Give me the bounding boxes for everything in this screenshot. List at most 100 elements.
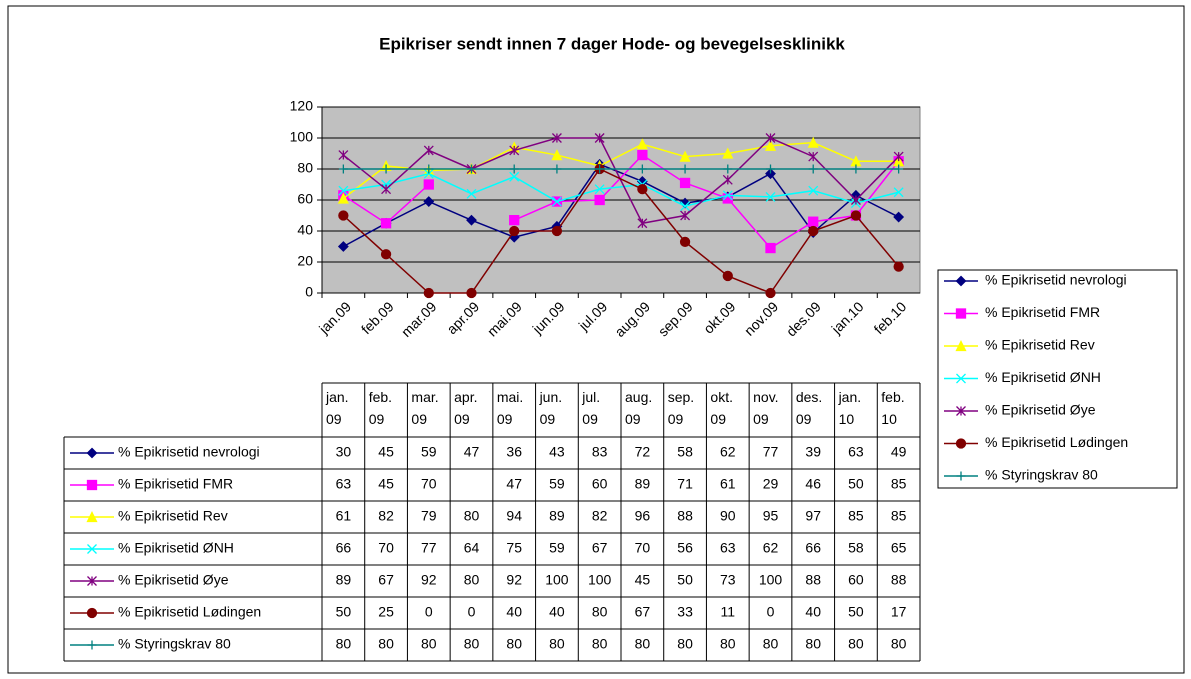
data-point [893,261,904,272]
table-cell: 80 [805,636,821,652]
data-point [595,164,605,174]
table-cell: 50 [336,604,352,620]
legend-label: % Epikrisetid Lødingen [985,434,1128,450]
data-point [893,211,905,223]
table-header-part: 09 [582,411,598,427]
table-row-label: % Styringskrav 80 [118,636,231,652]
table-cell: 43 [549,444,565,460]
data-point [808,151,819,162]
data-point [423,179,434,190]
table-cell: 17 [891,604,907,620]
data-point [808,216,819,227]
table-header: jan. 10 [838,389,862,427]
table-header-part: feb. [881,389,904,405]
legend-marker [955,275,967,287]
data-point [466,287,477,299]
data-point [551,225,563,237]
data-point [380,218,392,229]
table-cell: 63 [848,444,864,460]
table-cell: 100 [545,572,569,588]
table-cell: 70 [378,540,394,556]
data-point [423,287,434,299]
table-header: okt. 09 [710,389,733,427]
table-header-part: 09 [753,411,769,427]
table-cell: 40 [805,604,821,620]
series-line [342,163,899,248]
table-cell: 82 [592,508,608,524]
table-cell: 67 [635,604,651,620]
table-cell: 82 [378,508,394,524]
table-cell: 56 [677,540,693,556]
table-header-part: jul. [581,389,600,405]
table-cell: 88 [677,508,693,524]
series-line [342,137,900,225]
data-point [423,168,434,179]
table-cell: 45 [635,572,651,588]
table-header-part: aug. [625,389,652,405]
legend-label: % Epikrisetid Øye [985,402,1096,418]
table-cell: 85 [848,508,864,524]
table-cell: 89 [549,508,565,524]
table-header: aug. 09 [625,389,652,427]
table-header-part: jan. [325,389,349,405]
data-point [551,149,563,161]
table-cell: 75 [506,540,522,556]
table-cell: 70 [421,476,437,492]
data-point [509,145,520,156]
table-cell: 80 [378,636,394,652]
data-point [509,171,520,182]
y-tick-label: 0 [305,284,313,300]
table-cell: 90 [720,508,736,524]
table-cell: 80 [464,508,480,524]
data-point [765,191,776,202]
data-point [764,139,777,151]
table-cell: 100 [588,572,612,588]
table-header-part: jun. [539,389,563,405]
data-point [894,164,904,174]
data-point [467,164,476,174]
table-header-part: mar. [411,389,438,405]
data-point [637,149,648,161]
table-header: feb. 10 [881,389,904,427]
data-point [850,195,861,205]
table-cell: 70 [635,540,651,556]
data-point [551,196,562,207]
data-point [765,168,776,180]
data-point [766,164,775,174]
table-cell: 96 [635,508,651,524]
data-point [636,138,648,150]
table-header-part: 09 [411,411,427,427]
table-header-part: des. [796,389,822,405]
table-cell: 80 [464,572,480,588]
table-cell: 61 [336,508,352,524]
table-key-marker [87,576,97,586]
table-header-part: jan. [838,389,862,405]
table-header: jan. 09 [325,389,349,427]
table-cell: 59 [421,444,437,460]
data-point [808,225,819,237]
table-row-label: % Epikrisetid ØNH [118,540,234,556]
data-point [509,214,520,226]
data-point [808,185,819,196]
data-point [509,225,520,237]
data-point [380,249,392,260]
table-cell: 62 [720,444,736,460]
table-cell: 45 [378,444,394,460]
table-cell: 40 [506,604,522,620]
data-point [637,218,648,229]
data-point [551,133,562,143]
table-key-marker [86,479,98,491]
table-header-part: 09 [326,411,342,427]
table-cell: 88 [891,572,907,588]
table-header-part: 09 [369,411,385,427]
table-row-label: % Epikrisetid Øye [118,572,229,588]
table-cell: 40 [549,604,565,620]
table-cell: 67 [378,572,394,588]
data-point [381,184,392,195]
table-cell: 29 [763,476,779,492]
legend-marker [956,471,966,481]
data-point [765,287,776,299]
legend-label: % Epikrisetid FMR [985,304,1100,320]
y-tick-label: 80 [297,160,313,176]
table-header-part: 09 [668,411,684,427]
